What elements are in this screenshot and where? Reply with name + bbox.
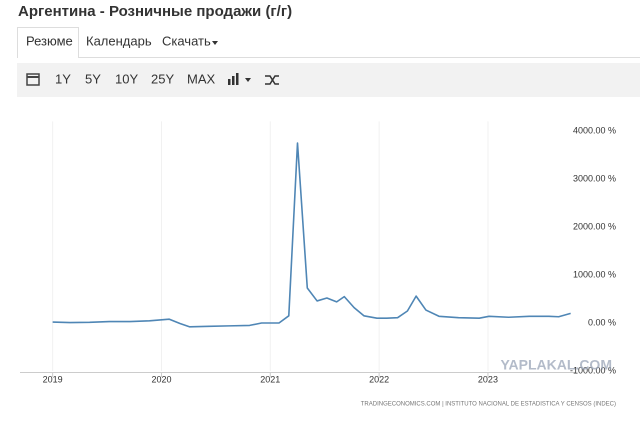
- caret: [212, 41, 218, 45]
- active-tab: [17, 27, 79, 58]
- tab[interactable]: Резюме: [26, 33, 73, 48]
- x-tick-label: 2019: [43, 374, 63, 384]
- x-tick-label: 2023: [478, 374, 498, 384]
- y-tick-label: 0.00 %: [588, 317, 616, 327]
- calendar-icon[interactable]: [26, 73, 40, 86]
- y-tick-label: 2000.00 %: [573, 221, 616, 231]
- y-tick-label: 1000.00 %: [573, 269, 616, 279]
- icon-part: [26, 73, 40, 86]
- range-button[interactable]: 1Y: [55, 71, 71, 86]
- data-line: [52, 142, 571, 328]
- y-tick-label: -1000.00 %: [570, 365, 616, 375]
- icon-part: [265, 75, 279, 85]
- icon-part: [236, 73, 239, 85]
- tab[interactable]: Календарь: [86, 33, 152, 48]
- x-tick-label: 2021: [260, 374, 280, 384]
- icon-part: [228, 79, 231, 85]
- range-button[interactable]: 5Y: [85, 71, 101, 86]
- tab[interactable]: Скачать: [162, 33, 211, 48]
- caret: [245, 78, 251, 82]
- page-title: Аргентина - Розничные продажи (г/г): [18, 3, 292, 20]
- range-button[interactable]: MAX: [187, 71, 216, 86]
- icon-part: [232, 76, 235, 85]
- x-tick-label: 2020: [151, 374, 171, 384]
- chart: 2019 2020 2021 2022 2023 -1000.00 % 0.00 % 1000…: [20, 121, 616, 408]
- shuffle-icon[interactable]: [265, 75, 279, 85]
- range-button[interactable]: 25Y: [151, 71, 174, 86]
- x-tick-label: 2022: [369, 374, 389, 384]
- toolbar: [17, 63, 640, 97]
- y-tick-label: 4000.00 %: [573, 125, 616, 135]
- range-button[interactable]: 10Y: [115, 71, 138, 86]
- source: TRADINGECONOMICS.COM | INSTITUTO NACIONA…: [361, 402, 616, 408]
- watermark: YAPLAKAL.COM: [501, 357, 613, 373]
- y-tick-label: 3000.00 %: [573, 173, 616, 183]
- chart-type-icon[interactable]: [228, 73, 251, 85]
